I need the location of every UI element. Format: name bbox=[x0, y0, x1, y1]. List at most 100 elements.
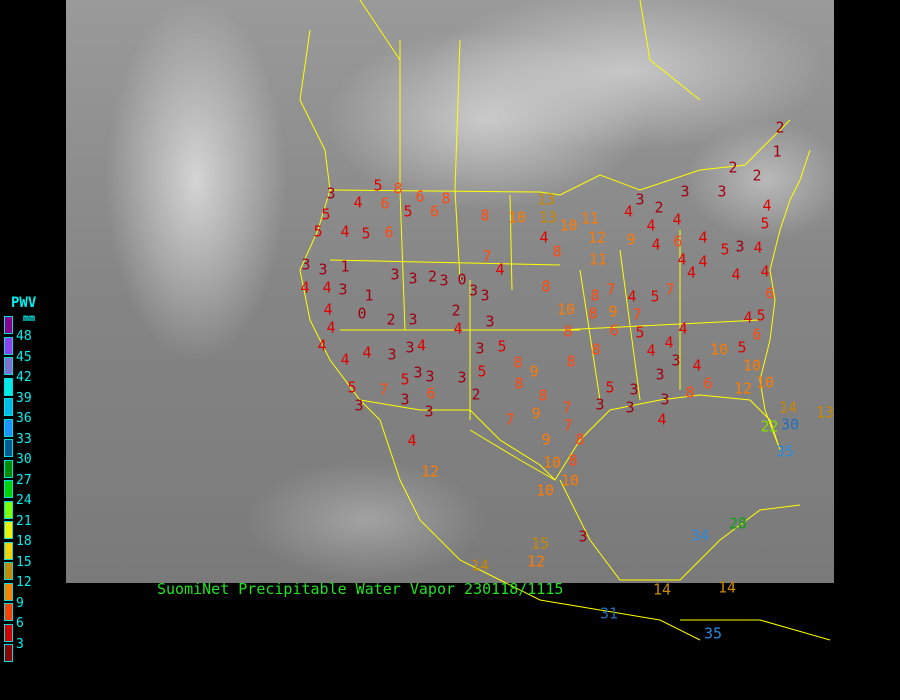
legend-swatch bbox=[4, 336, 13, 355]
station-value: 8 bbox=[393, 179, 403, 198]
station-value: 4 bbox=[760, 262, 770, 281]
gulf-coast bbox=[469, 149, 811, 481]
legend-swatch bbox=[4, 582, 13, 601]
station-value: 14 bbox=[470, 556, 490, 575]
legend-unit: mm bbox=[23, 313, 36, 324]
station-value: 6 bbox=[380, 194, 390, 212]
station-value: 7 bbox=[505, 410, 515, 429]
us-mexico-border bbox=[359, 399, 556, 481]
station-value: 3 bbox=[408, 269, 418, 288]
station-value: 3 bbox=[717, 182, 727, 201]
legend-label: 9 bbox=[16, 595, 24, 611]
station-value: 5 bbox=[497, 337, 507, 356]
station-value: 8 bbox=[480, 206, 490, 225]
legend-swatch bbox=[4, 500, 13, 519]
station-value: 5 bbox=[321, 205, 331, 224]
station-value: 2 bbox=[386, 310, 396, 329]
legend-label: 27 bbox=[16, 472, 32, 488]
station-value: 4 bbox=[731, 265, 741, 284]
station-value: 8 bbox=[514, 374, 524, 393]
legend-swatch bbox=[4, 459, 13, 478]
station-value: 4 bbox=[322, 278, 332, 297]
station-value: 3 bbox=[595, 395, 605, 414]
station-value: 4 bbox=[326, 318, 336, 336]
station-value: 3 bbox=[390, 265, 400, 284]
station-value: 3 bbox=[480, 286, 490, 305]
station-value: 4 bbox=[340, 222, 350, 241]
legend-swatch bbox=[4, 541, 13, 560]
station-value: 3 bbox=[387, 345, 397, 364]
legend-swatch bbox=[4, 316, 13, 334]
station-value: 5 bbox=[650, 287, 660, 306]
legend-label: 45 bbox=[16, 349, 32, 365]
station-value: 3 bbox=[735, 237, 745, 256]
station-value: 4 bbox=[495, 260, 505, 279]
station-value: 9 bbox=[541, 430, 551, 449]
station-value: 1 bbox=[772, 142, 782, 161]
station-value: 3 bbox=[671, 351, 681, 370]
station-value: 9 bbox=[529, 362, 539, 381]
station-value: 6 bbox=[609, 321, 619, 340]
legend-label: 24 bbox=[16, 493, 32, 508]
station-value: 3 bbox=[338, 280, 348, 299]
station-value: 4 bbox=[407, 431, 417, 450]
station-value: 6 bbox=[415, 187, 425, 206]
station-value: 4 bbox=[646, 341, 656, 360]
station-value: 4 bbox=[417, 336, 427, 355]
station-value: 5 bbox=[373, 176, 383, 195]
station-value: 6 bbox=[673, 232, 683, 251]
legend-title: PWV bbox=[11, 295, 37, 311]
station-value: 14 bbox=[717, 578, 737, 597]
legend-label: 15 bbox=[16, 554, 32, 570]
station-value: 5 bbox=[737, 338, 747, 357]
station-value: 8 bbox=[685, 383, 695, 402]
station-value: 14 bbox=[778, 398, 798, 416]
station-value: 11 bbox=[580, 209, 600, 228]
legend-swatch bbox=[4, 418, 13, 437]
station-value: 13 bbox=[538, 208, 558, 226]
station-value: 6 bbox=[429, 202, 439, 221]
station-value: 0 bbox=[457, 270, 467, 289]
station-value: 4 bbox=[664, 333, 674, 352]
station-value: 3 bbox=[400, 390, 410, 409]
station-value: 3 bbox=[408, 310, 418, 329]
state-lines bbox=[329, 0, 761, 420]
station-value: 3 bbox=[405, 338, 415, 357]
station-value: 7 bbox=[632, 305, 642, 324]
station-value: 8 bbox=[552, 242, 562, 261]
station-value: 22 bbox=[760, 417, 779, 436]
station-value: 3 bbox=[457, 368, 467, 387]
station-value: 10 bbox=[709, 340, 729, 359]
station-value: 4 bbox=[362, 343, 372, 362]
station-value: 4 bbox=[317, 336, 327, 355]
legend-label: 48 bbox=[16, 329, 32, 344]
station-value: 8 bbox=[591, 340, 601, 359]
station-value: 8 bbox=[588, 304, 598, 322]
station-value: 9 bbox=[608, 302, 618, 321]
legend-swatch bbox=[4, 398, 13, 416]
station-value: 6 bbox=[426, 384, 436, 403]
legend-swatch bbox=[4, 562, 13, 580]
station-value: 4 bbox=[651, 235, 661, 254]
station-value: 7 bbox=[379, 380, 389, 399]
station-value: 12 bbox=[420, 462, 440, 481]
legend-label: 3 bbox=[16, 636, 24, 652]
station-value: 3 bbox=[635, 190, 645, 209]
station-value: 7 bbox=[482, 247, 492, 266]
station-value: 8 bbox=[575, 430, 585, 449]
station-value: 3 bbox=[413, 363, 423, 382]
legend-swatch bbox=[4, 521, 13, 539]
station-value: 3 bbox=[425, 367, 435, 386]
station-value: 3 bbox=[625, 398, 635, 416]
station-value: 5 bbox=[635, 323, 645, 341]
station-value: 4 bbox=[623, 202, 633, 221]
legend-label: 30 bbox=[16, 452, 32, 467]
station-value: 3 bbox=[354, 396, 364, 414]
legend-label: 18 bbox=[16, 534, 32, 549]
legend-swatch bbox=[4, 357, 13, 375]
station-value: 4 bbox=[762, 196, 772, 215]
station-value: 4 bbox=[646, 216, 656, 234]
map-caption: SuomiNet Precipitable Water Vapor 230118… bbox=[157, 580, 564, 598]
station-value: 2 bbox=[728, 158, 738, 177]
